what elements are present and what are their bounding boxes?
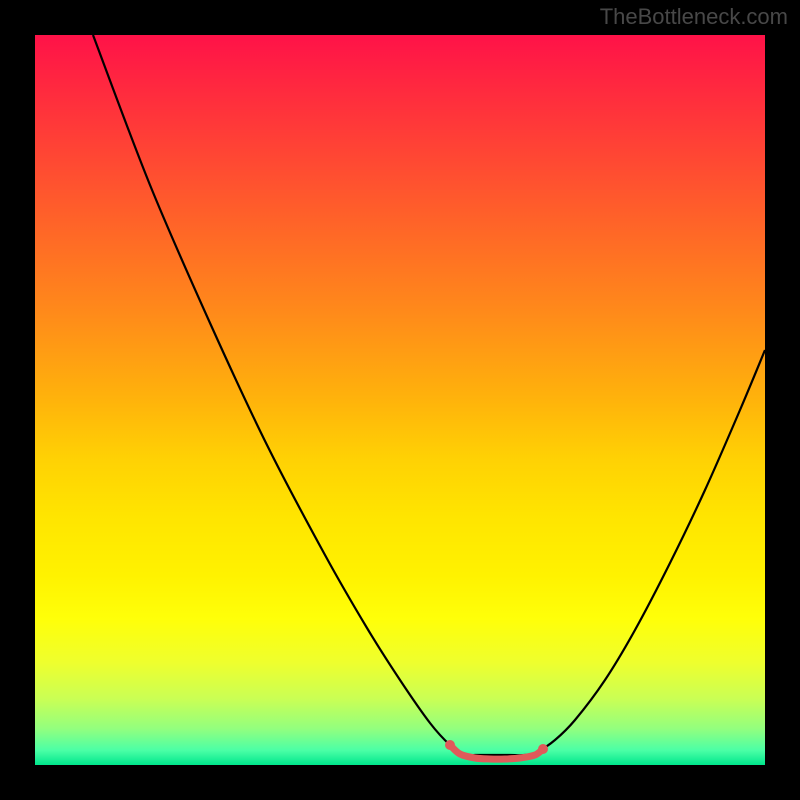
highlight-end-marker: [538, 744, 548, 754]
curve-overlay: [35, 35, 765, 765]
main-curve-line: [93, 35, 765, 756]
chart-plot-area: [35, 35, 765, 765]
highlight-end-marker: [445, 740, 455, 750]
watermark-text: TheBottleneck.com: [600, 4, 788, 30]
highlight-curve-line: [450, 745, 543, 759]
